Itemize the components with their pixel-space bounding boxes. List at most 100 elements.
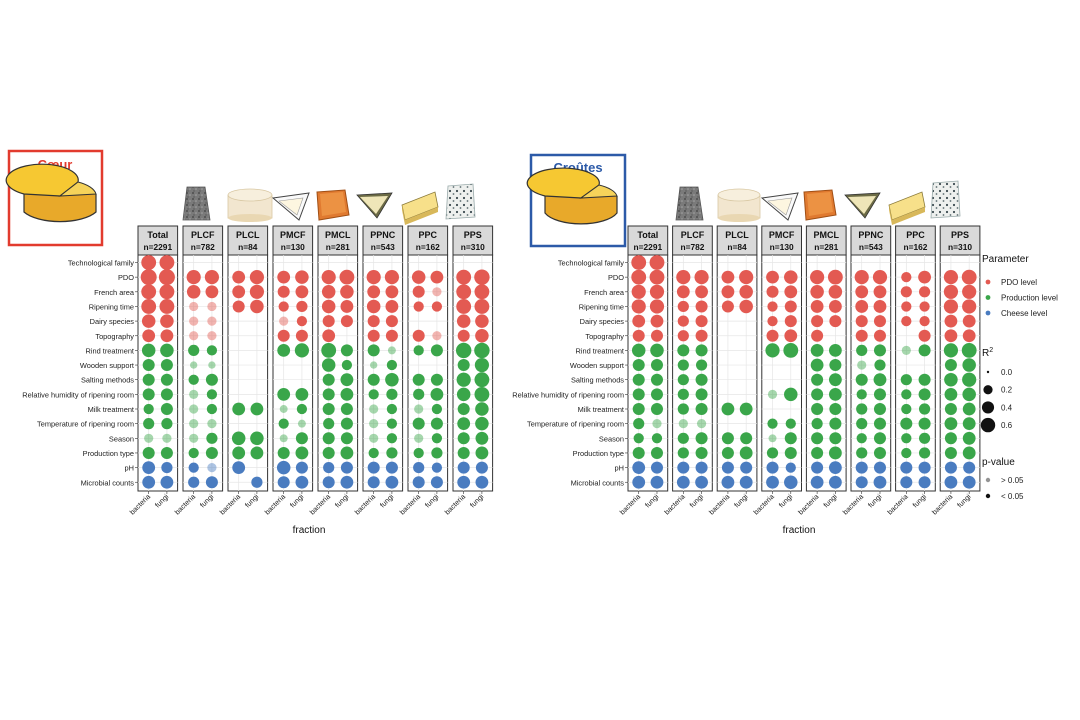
data-point (944, 461, 957, 474)
y-tick-label: French area (584, 288, 625, 297)
data-point (677, 403, 689, 415)
data-point (368, 447, 379, 459)
x-tick-label: bacteria (173, 492, 197, 516)
round-soft-cheese-icon (717, 188, 761, 222)
data-point (962, 299, 977, 314)
data-point (340, 344, 353, 357)
data-point (721, 446, 734, 459)
x-tick-label: fungi (777, 492, 795, 510)
data-point (900, 461, 913, 474)
x-axis-title: fraction (783, 525, 816, 536)
data-point (142, 388, 155, 401)
data-point (322, 432, 335, 445)
data-point (340, 417, 353, 430)
data-point (944, 417, 958, 431)
data-point (431, 433, 443, 444)
data-point (432, 331, 442, 341)
data-point (829, 402, 842, 416)
data-point (278, 301, 289, 312)
panel-croutes: Croûtes (512, 153, 981, 536)
x-tick-label: bacteria (618, 492, 642, 516)
y-tick-label: Relative humidity of ripening room (22, 390, 134, 399)
data-point (430, 270, 444, 284)
data-point (412, 476, 425, 489)
data-point (385, 329, 398, 342)
data-point (721, 432, 734, 445)
data-point (785, 418, 796, 429)
data-point (367, 344, 380, 357)
blue-cheese-icon (930, 180, 961, 219)
data-point (739, 402, 753, 416)
facet-code: PPNC (858, 230, 884, 240)
facet-code: PPS (464, 230, 482, 240)
data-point (873, 446, 886, 459)
data-point (411, 270, 426, 284)
data-point (856, 403, 868, 415)
data-point (829, 432, 842, 445)
data-point (457, 359, 470, 372)
data-point (279, 405, 288, 413)
x-tick-label: fungi (688, 492, 706, 510)
data-point (695, 344, 708, 357)
x-tick-label: bacteria (930, 492, 954, 516)
facet-n: n=310 (948, 242, 972, 252)
data-point (457, 461, 470, 474)
data-point (340, 387, 354, 401)
facet-strip (362, 225, 404, 256)
data-point (632, 373, 645, 386)
data-point (385, 285, 399, 299)
cheese-wheel-icon (526, 167, 618, 225)
data-point (944, 329, 958, 343)
data-point (277, 270, 291, 284)
data-point (367, 476, 380, 489)
y-tick-label: Season (599, 434, 624, 443)
data-point (142, 329, 156, 343)
data-point (232, 446, 246, 460)
data-point (810, 300, 824, 313)
data-point (695, 388, 708, 401)
data-point (739, 446, 753, 460)
data-point (159, 255, 175, 270)
data-point (918, 476, 931, 489)
data-point (279, 316, 289, 326)
legend-size-label: 0.2 (1001, 386, 1013, 395)
data-point (695, 359, 708, 371)
data-point (829, 315, 842, 328)
data-point (900, 374, 912, 386)
data-point (855, 476, 868, 489)
data-point (677, 344, 690, 357)
data-point (294, 343, 309, 358)
facet-strip (137, 225, 179, 256)
facet-code: PMCF (280, 230, 306, 240)
cheese-wheel-icon (5, 163, 97, 223)
data-point (475, 416, 489, 431)
data-point (631, 299, 646, 314)
cooked-cheese-wedge-icon (888, 191, 926, 225)
data-point (650, 314, 664, 328)
data-point (158, 269, 175, 286)
x-tick-label: fungi (955, 492, 973, 510)
y-tick-label: Dairy species (580, 317, 625, 326)
data-point (431, 447, 443, 459)
data-point (856, 447, 868, 459)
data-point (189, 404, 199, 414)
data-point (250, 446, 264, 460)
data-point (856, 344, 868, 356)
data-point (141, 299, 157, 314)
data-point (321, 270, 336, 285)
data-point (159, 284, 175, 300)
data-point (677, 388, 689, 400)
data-point (321, 299, 336, 314)
data-point (204, 270, 219, 285)
data-point (829, 359, 842, 372)
data-point (783, 342, 799, 358)
data-point (766, 475, 779, 489)
data-point (810, 285, 824, 299)
data-point (650, 388, 663, 401)
data-point (651, 433, 663, 444)
data-point (766, 270, 779, 284)
data-point (828, 285, 843, 299)
x-tick-label: fungi (243, 492, 261, 510)
x-tick-label: fungi (821, 492, 839, 510)
data-point (295, 270, 309, 284)
